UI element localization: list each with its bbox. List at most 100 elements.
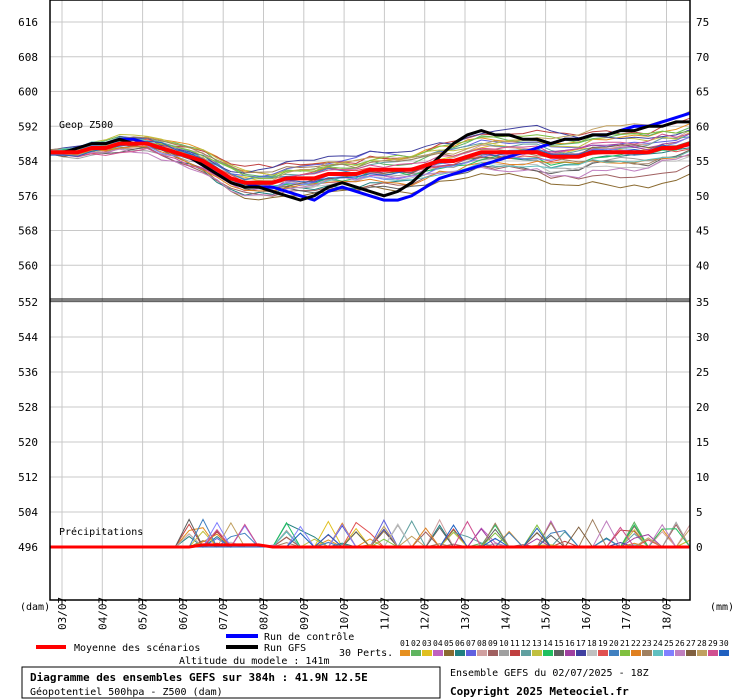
y-tick-right: 0 (696, 541, 703, 554)
y-tick-right: 75 (696, 16, 709, 29)
pert-number: 13 (532, 639, 542, 648)
x-tick-label: 08/07 (258, 597, 271, 630)
pert-swatch (455, 650, 465, 656)
x-tick-label: 07/07 (217, 597, 230, 630)
title-box (21, 666, 441, 699)
legend-gfs-label: Run GFS (264, 643, 306, 654)
pert-swatch (510, 650, 520, 656)
y-tick-right: 65 (696, 86, 709, 99)
pert-swatch (675, 650, 685, 656)
y-tick-right: 60 (696, 120, 709, 133)
pert-swatch (422, 650, 432, 656)
y-tick-left: 528 (18, 401, 38, 414)
y-tick-left: 496 (18, 541, 38, 554)
y-tick-right: 35 (696, 296, 709, 309)
pert-swatch (543, 650, 553, 656)
x-tick-label: 14/07 (499, 597, 512, 630)
run-info: Ensemble GEFS du 02/07/2025 - 18Z (450, 668, 649, 679)
pert-number: 12 (521, 639, 531, 648)
y-tick-right: 30 (696, 331, 709, 344)
x-tick-label: 09/07 (298, 597, 311, 630)
pert-swatch (587, 650, 597, 656)
pert-swatch (642, 650, 652, 656)
perturbation-line (49, 146, 691, 194)
perturbation-legend: 01 02 03 04 05 06 07 08 09 10 11 12 13 14 15 16 17 18 19 20… (400, 639, 729, 656)
pert-number: 28 (697, 639, 707, 648)
pert-swatch (664, 650, 674, 656)
perturbation-line (49, 148, 691, 197)
pert-number: 15 (554, 639, 564, 648)
x-tick-label: 03/07 (56, 597, 69, 630)
pert-number: 26 (675, 639, 685, 648)
pert-number: 29 (708, 639, 718, 648)
pert-swatch (697, 650, 707, 656)
pert-number: 11 (510, 639, 520, 648)
x-tick-label: 10/07 (338, 597, 351, 630)
top-panel-label: Geop Z500 (59, 120, 113, 131)
pert-number: 18 (587, 639, 597, 648)
x-tick-label: 13/07 (459, 597, 472, 630)
pert-number: 10 (499, 639, 509, 648)
x-tick-label: 17/07 (620, 597, 633, 630)
pert-swatch (565, 650, 575, 656)
pert-number: 02 (411, 639, 421, 648)
y-tick-right: 55 (696, 155, 709, 168)
y-tick-left: 536 (18, 366, 38, 379)
mean-precip-line (50, 543, 690, 549)
pert-number: 14 (543, 639, 553, 648)
y-tick-left: 504 (18, 506, 38, 519)
pert-number: 22 (631, 639, 641, 648)
pert-number: 03 (422, 639, 432, 648)
pert-swatch (521, 650, 531, 656)
x-tick-label: 18/07 (661, 597, 674, 630)
mean-series-line (50, 141, 691, 185)
pert-swatch (631, 650, 641, 656)
pert-number: 08 (477, 639, 487, 648)
pert-number: 01 (400, 639, 410, 648)
perturbation-line (49, 130, 691, 180)
y-tick-right: 25 (696, 366, 709, 379)
perts-label: 30 Perts. (339, 648, 393, 659)
y-tick-right: 40 (696, 259, 709, 272)
pert-swatch (488, 650, 498, 656)
pert-number: 20 (609, 639, 619, 648)
grid (50, 0, 690, 600)
pert-number: 06 (455, 639, 465, 648)
y-tick-right: 5 (696, 506, 703, 519)
y-tick-left: 616 (18, 16, 38, 29)
pert-swatch (532, 650, 542, 656)
x-tick-label: 11/07 (378, 597, 391, 630)
pert-number: 24 (653, 639, 663, 648)
pert-swatch (653, 650, 663, 656)
perturbation-line (49, 133, 691, 188)
footer: Moyenne des scénarios Run de contrôle Ru… (21, 631, 729, 699)
plot-area (50, 0, 690, 600)
altitude-label: Altitude du modele : 141m (179, 656, 330, 667)
y-tick-right: 45 (696, 225, 709, 238)
plot-frame (49, 0, 691, 601)
y-tick-left: 512 (18, 471, 38, 484)
pert-number: 23 (642, 639, 652, 648)
pert-swatch (576, 650, 586, 656)
y-tick-right: 20 (696, 401, 709, 414)
pert-number: 19 (598, 639, 608, 648)
y-tick-left: 576 (18, 190, 38, 203)
pert-swatch (554, 650, 564, 656)
y-tick-left: 600 (18, 86, 38, 99)
y-tick-left: 520 (18, 436, 38, 449)
pert-swatch (686, 650, 696, 656)
x-tick-label: 05/07 (137, 597, 150, 630)
pert-number: 27 (686, 639, 696, 648)
right-unit-label: (mm) (710, 602, 734, 613)
pert-swatch (466, 650, 476, 656)
chart-title: Diagramme des ensembles GEFS sur 384h : … (30, 671, 368, 684)
y-tick-right: 70 (696, 51, 709, 64)
pert-swatch (477, 650, 487, 656)
y-tick-left: 544 (18, 331, 38, 344)
pert-swatch (620, 650, 630, 656)
y-tick-left: 568 (18, 225, 38, 238)
x-tick-label: 06/07 (177, 597, 190, 630)
pert-number: 30 (719, 639, 729, 648)
